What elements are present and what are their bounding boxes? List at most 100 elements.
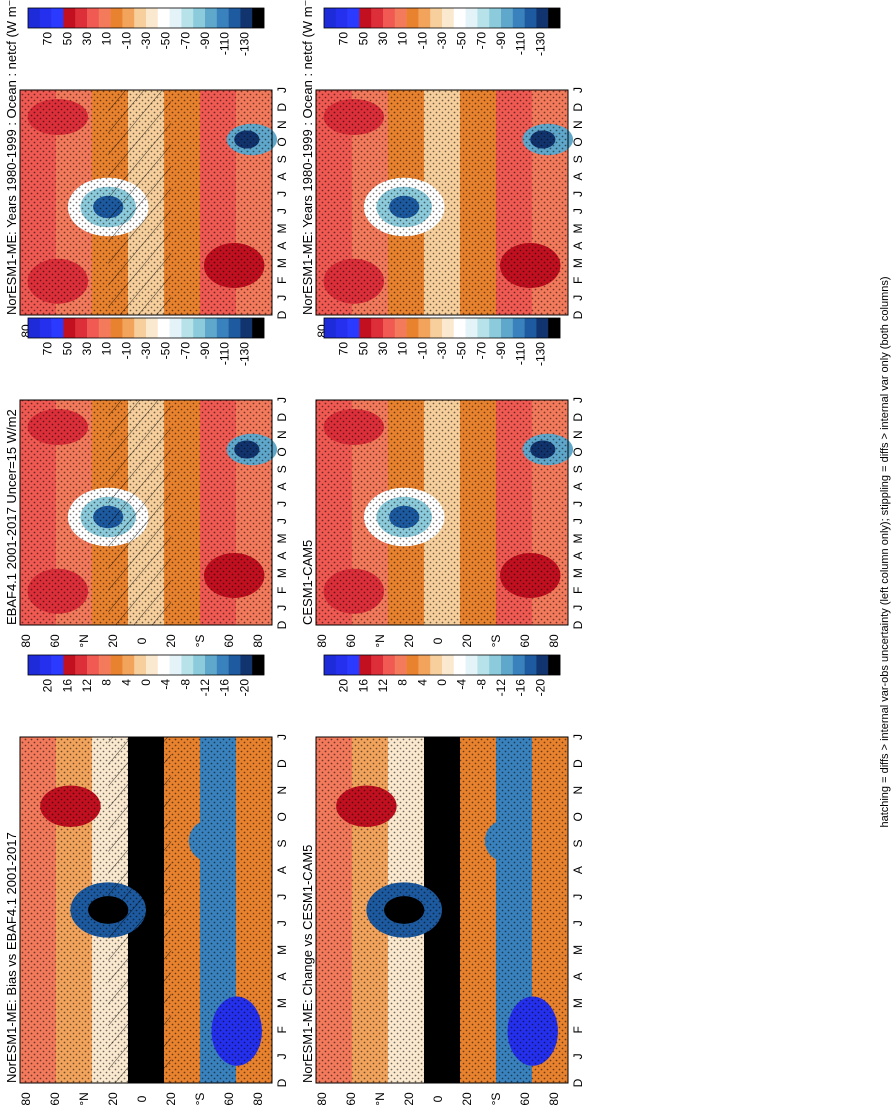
month-tick-label: D (571, 413, 585, 422)
colorbar-label: 10 (100, 342, 114, 356)
month-tick-label: J (571, 518, 585, 524)
month-tick-label: M (571, 533, 585, 543)
colorbar-swatch (371, 318, 384, 338)
lat-tick-label: 80 (19, 634, 33, 648)
colorbar-swatch (157, 8, 170, 28)
colorbar-swatch (442, 655, 455, 675)
colorbar-swatch (335, 655, 348, 675)
colorbar-label: -30 (435, 342, 449, 360)
colorbar-swatch (335, 318, 348, 338)
month-tick-label: D (571, 310, 585, 319)
panel-5: 80 60 °N 20 0 20 °S 60 80DJFMAMJJASONDJNorESM1-M… (4, 654, 289, 1105)
colorbar-swatch (406, 318, 419, 338)
month-tick-label: S (571, 155, 585, 163)
colorbar-swatch (489, 8, 502, 28)
lat-tick-label: 60 (48, 634, 62, 648)
month-tick-label: J (275, 501, 289, 507)
colorbar-swatch (347, 318, 360, 338)
colorbar-swatch (63, 8, 76, 28)
colorbar-label: -16 (218, 679, 232, 697)
lat-tick-label: 20 (460, 634, 474, 648)
colorbar-swatch (75, 318, 88, 338)
month-tick-label: F (275, 1026, 289, 1033)
month-tick-label: D (571, 103, 585, 112)
colorbar-swatch (193, 8, 206, 28)
colorbar-label: -90 (198, 32, 212, 50)
colorbar-swatch (146, 318, 159, 338)
month-tick-label: A (571, 866, 585, 874)
colorbar-swatch (383, 655, 396, 675)
colorbar-swatch (524, 655, 537, 675)
month-tick-label: M (571, 945, 585, 955)
colorbar-swatch (371, 655, 384, 675)
panel-6: 80 60 °N 20 0 20 °S 60 80DJFMAMJJASONDJNorESM1-M… (300, 654, 585, 1105)
month-tick-label: N (571, 786, 585, 795)
colorbar-swatch (110, 655, 123, 675)
month-tick-label: J (571, 605, 585, 611)
lat-tick-label: 0 (431, 1095, 445, 1102)
lat-tick-label: 80 (315, 634, 329, 648)
colorbar-swatch (524, 318, 537, 338)
colorbar-swatch (205, 318, 218, 338)
colorbar-swatch (347, 655, 360, 675)
colorbar-swatch (87, 8, 100, 28)
colorbar-swatch (512, 318, 525, 338)
colorbar-label: -110 (514, 32, 528, 55)
colorbar-swatch (75, 655, 88, 675)
colorbar-label: 0 (435, 679, 449, 686)
month-tick-label: D (571, 1078, 585, 1087)
month-tick-label: S (571, 839, 585, 847)
colorbar-swatch (181, 655, 194, 675)
colorbar-label: 70 (337, 32, 351, 46)
month-tick-label: M (275, 945, 289, 955)
lat-tick-label: °N (77, 1092, 91, 1105)
colorbar-label: -4 (455, 679, 469, 690)
colorbar-label: 30 (80, 342, 94, 356)
colorbar-swatch (418, 655, 431, 675)
colorbar-label: 30 (376, 32, 390, 46)
colorbar-label: 50 (60, 342, 74, 356)
month-tick-label: S (275, 465, 289, 473)
lat-tick-label: 0 (135, 637, 149, 644)
colorbar-swatch (157, 655, 170, 675)
colorbar-frame (27, 654, 265, 676)
colorbar-swatch (122, 8, 135, 28)
month-tick-label: A (571, 173, 585, 181)
lat-tick-label: 60 (344, 634, 358, 648)
colorbar-swatch (146, 655, 159, 675)
colorbar-swatch (524, 8, 537, 28)
colorbar-swatch (371, 8, 384, 28)
colorbar-swatch (228, 318, 241, 338)
month-tick-label: J (275, 191, 289, 197)
colorbar-swatch (134, 655, 147, 675)
colorbar-label: -20 (237, 679, 251, 697)
month-tick-label: A (275, 242, 289, 250)
colorbar-swatch (383, 318, 396, 338)
colorbar-swatch (252, 655, 265, 675)
colorbar-label: -16 (514, 679, 528, 697)
colorbar-swatch (536, 655, 549, 675)
colorbar-swatch (548, 318, 561, 338)
lat-tick-label: °S (489, 1093, 503, 1105)
month-tick-label: A (571, 973, 585, 981)
colorbar-label: -70 (474, 342, 488, 360)
colorbar-swatch (359, 8, 372, 28)
colorbar-label: -30 (435, 32, 449, 50)
month-tick-label: J (275, 208, 289, 214)
colorbar-label: 16 (60, 679, 74, 693)
month-tick-label: A (275, 973, 289, 981)
lat-tick-label: 0 (431, 637, 445, 644)
colorbar-label: 10 (100, 32, 114, 46)
month-tick-label: M (571, 568, 585, 578)
colorbar-label: 10 (396, 342, 410, 356)
colorbar-swatch (501, 8, 514, 28)
lat-tick-label: 20 (402, 634, 416, 648)
colorbar-swatch (394, 655, 407, 675)
colorbar-label: 0 (139, 679, 153, 686)
colorbar-swatch (51, 318, 64, 338)
month-tick-label: O (275, 137, 289, 146)
colorbar-frame (323, 7, 561, 29)
colorbar-swatch (453, 318, 466, 338)
month-tick-label: J (275, 295, 289, 301)
